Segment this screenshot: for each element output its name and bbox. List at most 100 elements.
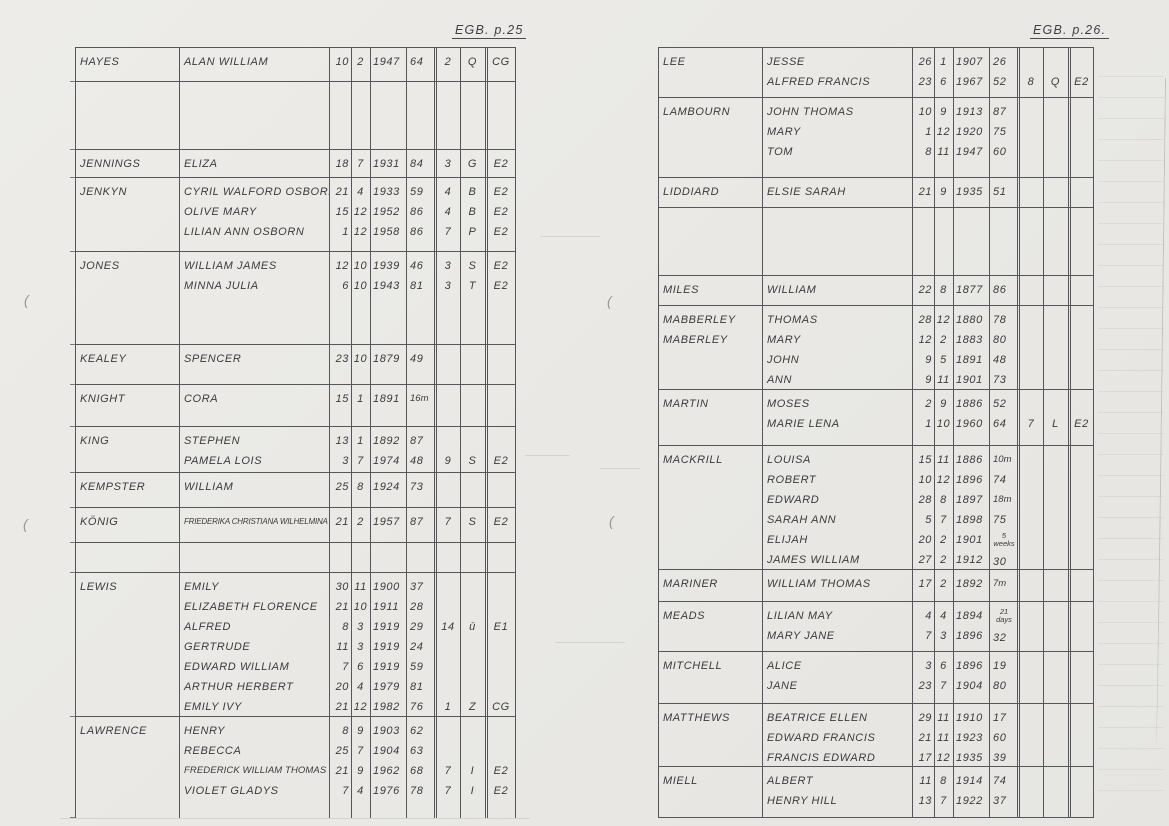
entry-grave-number: 9: [444, 455, 452, 467]
entry-register-code: [489, 477, 513, 497]
entry-month: 7: [357, 158, 364, 170]
family-group: MIELL ALBERT HENRY HILL 11 13 8 7 1914 1922 74 37: [659, 767, 1093, 817]
entry-register-code: [489, 431, 513, 451]
entry-day: 10: [918, 106, 932, 118]
given-names-cell: LILIAN MAY MARY JANE: [763, 602, 913, 651]
grave-number-cell: [1020, 767, 1044, 817]
entry-year: 1935: [956, 752, 983, 764]
entry-name: GERTRUDE: [184, 641, 251, 653]
entry-grave-number: [1021, 142, 1041, 162]
entry-name: ALBERT: [767, 775, 814, 787]
grave-number-cell: [1020, 446, 1044, 569]
surname: MIELL: [663, 775, 698, 787]
grave-number-cell: [437, 82, 461, 149]
group-line-tick: [70, 384, 75, 385]
month-cell: [352, 543, 371, 572]
entry-grave-number: [1021, 510, 1041, 530]
entry-age: 46: [410, 260, 424, 272]
entry-year: 1891: [956, 354, 983, 366]
entry-grave-number: [438, 677, 458, 697]
entry-name: WILLIAM THOMAS: [767, 578, 871, 590]
entry-month: 12: [353, 701, 368, 713]
entry-year: 1958: [373, 226, 400, 238]
entry-register-code: E2: [493, 455, 509, 467]
register-code-cell: E2: [1071, 390, 1093, 445]
day-cell: 15: [330, 385, 352, 426]
register-code-cell: E2 E2: [488, 717, 515, 818]
entry-name: JESSE: [767, 56, 805, 68]
year-cell: 1892 1974: [371, 427, 407, 472]
register-code-cell: [488, 82, 515, 149]
surname-cell: MABBERLEY MABERLEY: [659, 306, 763, 389]
entry-day: 8: [925, 146, 932, 158]
entry-name: STEPHEN: [184, 435, 241, 447]
entry-section-letter: [462, 677, 483, 697]
entry-section-letter: [1045, 280, 1066, 300]
entry-year: 1892: [373, 435, 400, 447]
entry-name: MINNA JULIA: [184, 280, 259, 292]
entry-day: 8: [342, 725, 349, 737]
entry-age: 84: [410, 158, 424, 170]
given-names-cell: [180, 82, 330, 149]
given-names-cell: WILLIAM THOMAS: [763, 570, 913, 601]
entry-day: 30: [335, 581, 349, 593]
entry-day: 6: [342, 280, 349, 292]
surname: KNIGHT: [80, 393, 126, 405]
entry-grave-number: [438, 577, 458, 597]
group-line-tick: [70, 507, 75, 508]
section-letter-cell: [1044, 652, 1071, 703]
day-cell: 15 10 28 5 20 27: [913, 446, 935, 569]
entry-grave-number: [438, 657, 458, 677]
section-letter-cell: [1044, 178, 1071, 207]
family-group: KEMPSTER WILLIAM 25 8 1924 73: [76, 473, 515, 508]
entry-month: 10: [353, 601, 368, 613]
given-names-cell: LOUISA ROBERT EDWARD SARAH ANN ELIJAH JAMES W…: [763, 446, 913, 569]
entry-register-code: [1072, 182, 1091, 202]
surname: KEALEY: [80, 353, 127, 365]
family-group: HAYES ALAN WILLIAM 10 2 1947 64 2 Q CG: [76, 48, 515, 82]
entry-day: 28: [918, 494, 932, 506]
surname-cell: KÖNIG: [76, 508, 180, 542]
year-cell: 1886 1896 1897 1898 1901 1912: [954, 446, 990, 569]
faint-ruling-dash: [540, 236, 600, 237]
grave-number-cell: [437, 345, 461, 384]
entry-day: 9: [925, 374, 932, 386]
entry-day: 21: [335, 765, 349, 777]
year-cell: 1900 1911 1919 1919 1919 1979 1982: [371, 573, 407, 716]
given-names-cell: FRIEDERIKA CHRISTIANA WILHELMINA: [180, 508, 330, 542]
entry-age: 7m: [993, 578, 1007, 589]
given-names-cell: BEATRICE ELLEN EDWARD FRANCIS FRANCIS EDWA…: [763, 704, 913, 766]
entry-grave-number: 7: [444, 785, 452, 797]
family-group: MEADS LILIAN MAY MARY JANE 4 7 4 3 1894 1896 21 da…: [659, 602, 1093, 652]
faint-ruling-dash: [60, 818, 530, 819]
entry-register-code: [489, 597, 513, 617]
entry-year: 1910: [956, 712, 983, 724]
surname: MILES: [663, 284, 700, 296]
grave-number-cell: 14 1: [437, 573, 461, 716]
entry-name: LILIAN MAY: [767, 610, 833, 622]
year-cell: 1892: [954, 570, 990, 601]
entry-year: 1922: [956, 795, 983, 807]
month-cell: 8: [352, 473, 371, 507]
family-group: MITCHELL ALICE JANE 3 23 6 7 1896 1904 19 80: [659, 652, 1093, 704]
entry-year: 1897: [956, 494, 983, 506]
entry-section-letter: [462, 431, 483, 451]
entry-grave-number: [1021, 52, 1041, 72]
grave-number-cell: [1020, 704, 1044, 766]
day-cell: 13 3: [330, 427, 352, 472]
entry-age: 39: [993, 752, 1007, 764]
entry-register-code: [1072, 470, 1091, 490]
entry-section-letter: [1045, 574, 1066, 594]
entry-name: MARY JANE: [767, 630, 835, 642]
entry-month: 2: [940, 554, 947, 566]
entry-year: 1896: [956, 630, 983, 642]
entry-age: 86: [410, 226, 424, 238]
entry-year: 1920: [956, 126, 983, 138]
given-names-cell: CYRIL WALFORD OSBORN OLIVE MARY LILIAN ANN…: [180, 178, 330, 251]
surname: MITCHELL: [663, 660, 723, 672]
entry-section-letter: [1045, 748, 1066, 766]
given-names-cell: HENRY REBECCA FREDERICK WILLIAM THOMAS VIOL…: [180, 717, 330, 818]
year-cell: 1877: [954, 276, 990, 305]
